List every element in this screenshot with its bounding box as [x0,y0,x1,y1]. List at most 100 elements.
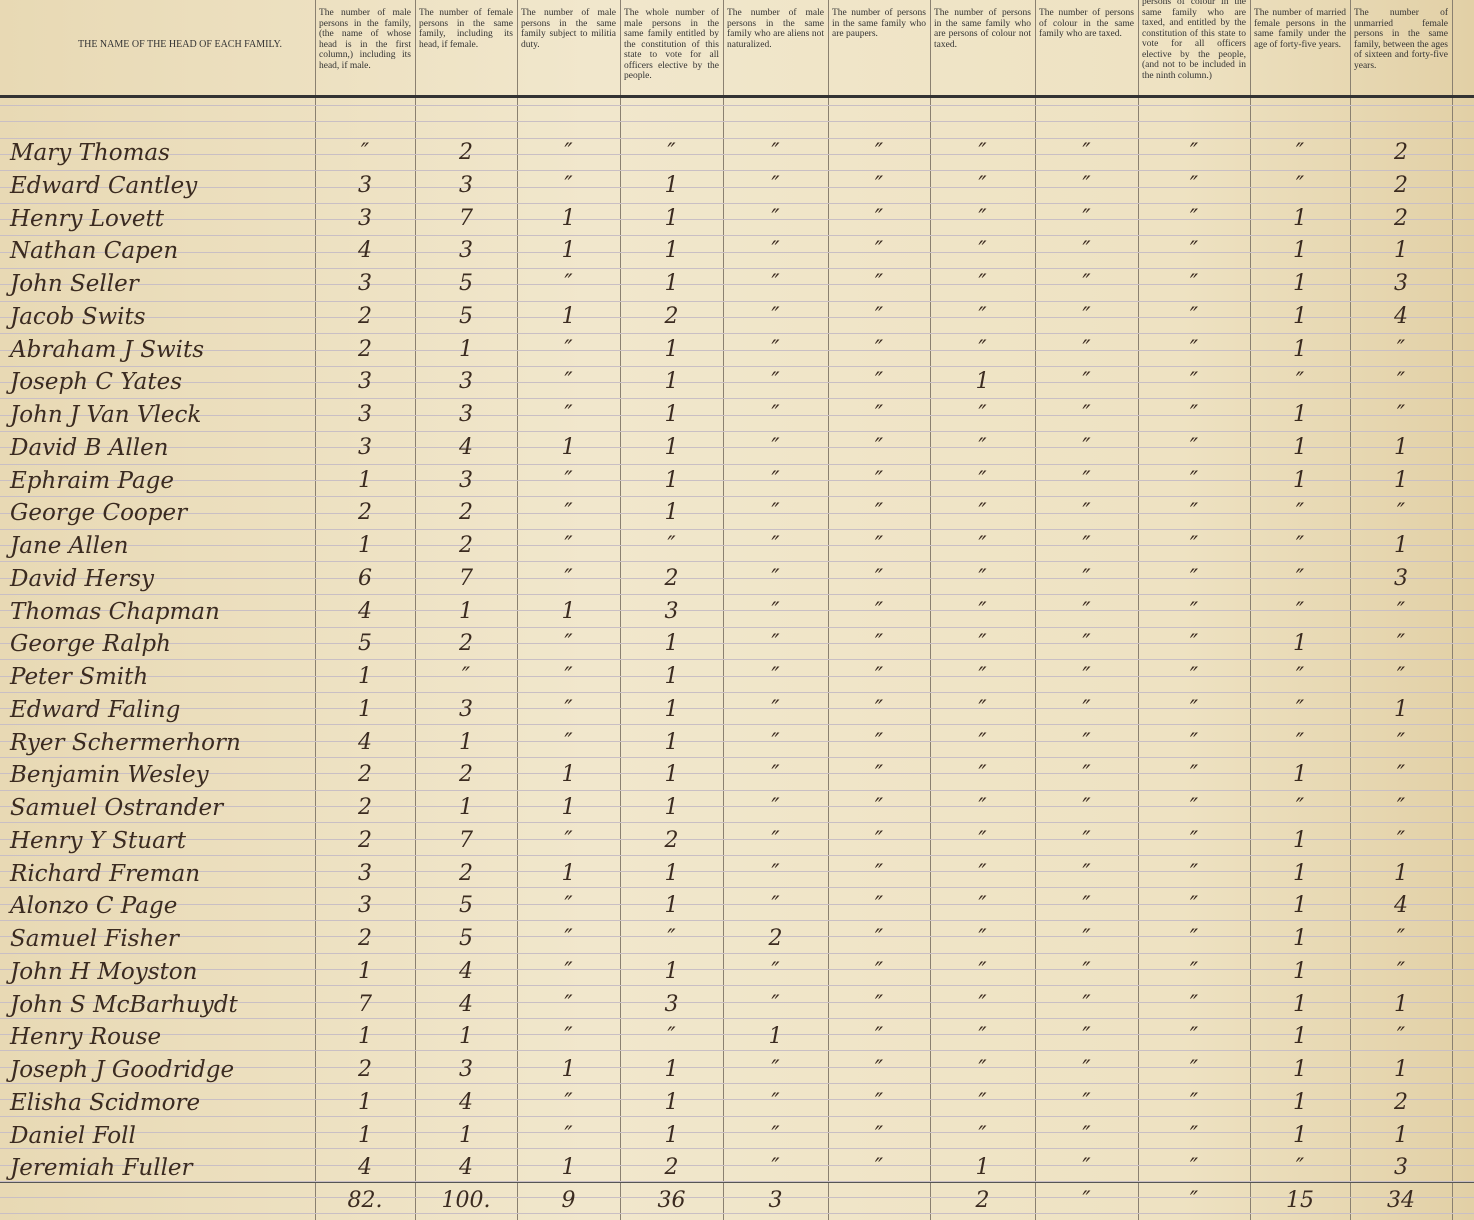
count: ″ [771,795,780,820]
family-head: Jacob Swits [10,303,146,330]
count: ″ [1082,205,1091,231]
count: ″ [1396,1024,1406,1050]
family-head: Jeremiah Fuller [10,1155,193,1182]
family-head: Ephraim Page [10,467,174,494]
count: ″ [1189,533,1199,558]
count: ″ [771,598,780,624]
count: ″ [1082,467,1091,493]
count: ″ [1082,140,1091,165]
count: ″ [1082,434,1091,460]
count: 1 [664,1089,679,1115]
count: 1 [664,205,679,231]
count: ″ [978,893,987,919]
count: 1 [459,336,473,362]
ruled-line [0,496,1474,498]
count: ″ [978,729,987,755]
count: 4 [459,958,473,984]
column-header: The whole number of male persons in the … [624,8,719,81]
ruled-line [0,691,1474,693]
total: 2 [975,1188,990,1213]
count: ″ [1082,958,1091,984]
ruled-line [0,414,1474,416]
count: 1 [1394,238,1408,264]
count: ″ [978,402,987,427]
count: ″ [1189,402,1199,427]
count: 3 [358,893,372,919]
count: 1 [1394,467,1408,493]
count: 5 [459,893,473,919]
count: ″ [564,664,573,689]
count: ″ [771,434,780,460]
count: ″ [874,336,884,362]
count: ″ [564,926,573,951]
ruled-line [0,463,1474,465]
count: 1 [561,762,576,788]
count: 1 [1293,402,1307,427]
count: ″ [667,1024,676,1050]
count: ″ [1396,402,1406,427]
ruled-line [0,757,1474,758]
count: ″ [874,1057,884,1082]
total: 9 [561,1188,576,1213]
count: 2 [459,860,473,886]
ruled-line [0,822,1474,824]
count: ″ [1189,271,1199,296]
count: ″ [1082,1122,1091,1148]
count: ″ [1082,303,1091,329]
count: ″ [564,1024,573,1050]
count: ″ [1396,631,1406,657]
count: 3 [459,467,473,493]
count: ″ [978,205,987,231]
column-header: The number of male persons in the same f… [521,8,616,50]
column-rule [415,0,416,1220]
count: 1 [1293,336,1307,362]
count: ″ [1295,696,1305,722]
count: ″ [874,598,884,624]
count: ″ [978,238,987,264]
count: 3 [459,172,473,198]
count: 1 [664,664,679,689]
ruled-line [0,284,1474,286]
count: 3 [459,1057,473,1082]
column-rule [620,0,621,1220]
count: ″ [564,336,573,362]
count: ″ [978,598,987,624]
count: ″ [1396,336,1406,362]
count: 1 [1293,827,1307,853]
ruled-line [0,708,1474,710]
family-head: Daniel Foll [10,1122,136,1149]
count: ″ [1082,762,1091,788]
count: 1 [1293,860,1307,886]
column-header: persons of colour in the same family who… [1142,0,1246,81]
count: 3 [1394,271,1408,296]
family-head: Ryer Schermerhorn [10,729,241,756]
count: ″ [771,467,780,493]
ruled-line [0,642,1474,644]
count: ″ [564,1089,573,1115]
count: 4 [459,1089,473,1115]
count: ″ [1295,140,1305,165]
family-head: John S McBarhuydt [10,991,238,1018]
count: 5 [358,631,372,657]
count: 1 [561,1057,576,1082]
count: 1 [664,402,679,427]
count: ″ [564,631,573,657]
count: ″ [874,369,884,395]
count: 1 [664,336,679,362]
count: ″ [1189,1089,1199,1115]
count: ″ [771,729,780,755]
ruled-line [0,805,1474,807]
count: ″ [874,729,884,755]
count: ″ [874,402,884,427]
ruled-line [0,447,1474,449]
count: ″ [1082,893,1091,919]
count: 1 [664,500,679,526]
family-head: John Seller [10,271,139,297]
count: ″ [874,762,884,788]
count: ″ [1082,336,1091,362]
count: ″ [771,991,780,1017]
count: 4 [459,991,473,1017]
count: 2 [1394,140,1408,165]
count: ″ [874,860,884,886]
family-head: Richard Freman [10,860,201,887]
